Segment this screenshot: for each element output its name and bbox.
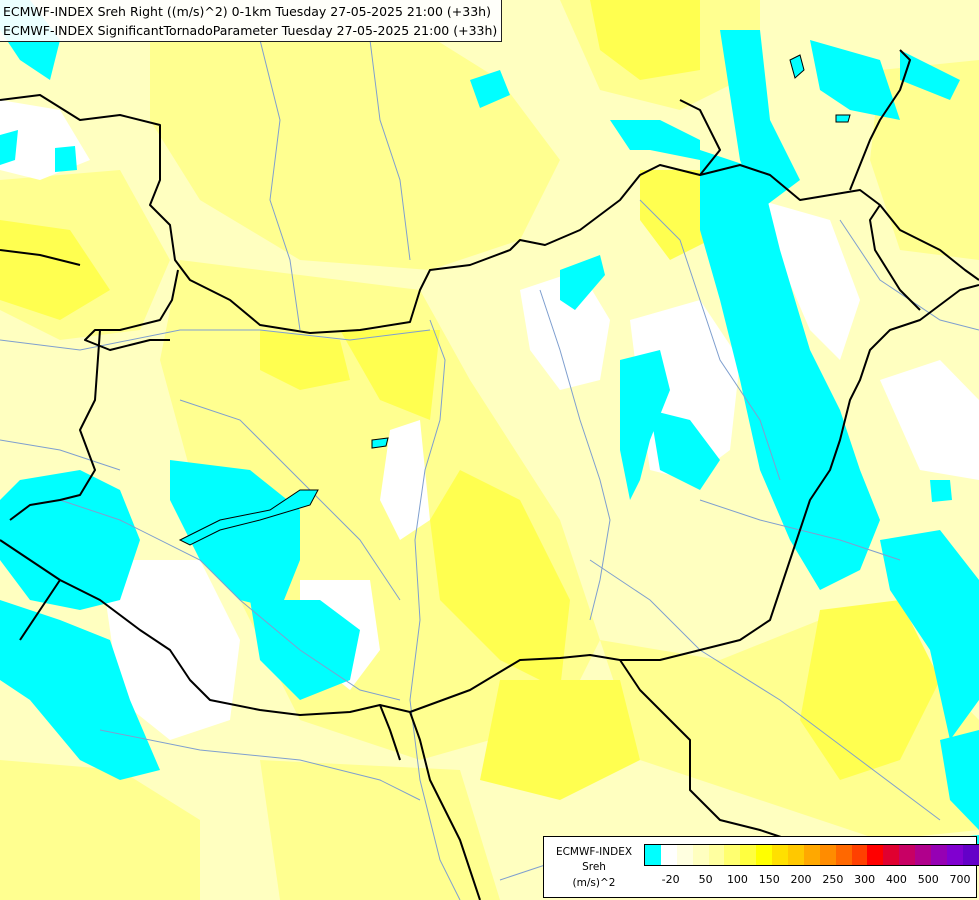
legend-tick-label: 300 xyxy=(854,873,876,886)
legend-variable-label: Sreh xyxy=(582,861,606,873)
legend-tick-label: 500 xyxy=(917,873,939,886)
legend-tick-label: 200 xyxy=(790,873,812,886)
legend-swatch xyxy=(867,845,884,865)
country-borders xyxy=(0,49,979,900)
map-title: ECMWF-INDEX Sreh Right ((m/s)^2) 0-1km T… xyxy=(0,0,503,42)
legend-swatch xyxy=(772,845,789,865)
legend-swatch xyxy=(788,845,804,865)
legend-swatch xyxy=(915,845,932,865)
legend-swatch xyxy=(899,845,916,865)
legend-tick-labels: -20 50 100 150 200 250 300 400 500 700 xyxy=(644,873,974,887)
legend-swatch xyxy=(819,845,836,865)
lakes xyxy=(178,54,851,546)
color-legend: ECMWF-INDEX Sreh (m/s)^2 -20 50 100 150 200 2… xyxy=(543,836,979,898)
legend-source-label: ECMWF-INDEX xyxy=(555,846,633,858)
legend-swatch xyxy=(724,845,741,865)
legend-swatch xyxy=(851,845,868,865)
legend-color-scale xyxy=(644,844,979,866)
title-line-1: ECMWF-INDEX Sreh Right ((m/s)^2) 0-1km T… xyxy=(3,4,491,19)
legend-tick-label: 50 xyxy=(698,873,713,886)
legend-swatch xyxy=(692,845,709,865)
legend-swatch xyxy=(645,845,661,865)
legend-swatch xyxy=(883,845,900,865)
title-line-2: ECMWF-INDEX SignificantTornadoParameter … xyxy=(3,23,498,38)
legend-unit-label: (m/s)^2 xyxy=(572,877,616,889)
legend-swatch xyxy=(740,845,757,865)
legend-tick-label: 400 xyxy=(885,873,907,886)
legend-tick-label: 250 xyxy=(822,873,844,886)
legend-swatch xyxy=(803,845,820,865)
legend-swatch xyxy=(660,845,677,865)
legend-tick-label: -20 xyxy=(661,873,680,886)
legend-swatch xyxy=(946,845,963,865)
legend-swatch xyxy=(756,845,773,865)
legend-tick-label: 100 xyxy=(726,873,748,886)
legend-tick-label: 150 xyxy=(758,873,780,886)
legend-swatch xyxy=(708,845,725,865)
legend-swatch xyxy=(676,845,693,865)
legend-swatch xyxy=(962,845,979,865)
legend-swatch xyxy=(931,845,947,865)
yellow-zones xyxy=(0,0,940,800)
rivers xyxy=(0,39,979,900)
legend-tick-label: 700 xyxy=(949,873,971,886)
legend-swatch xyxy=(835,845,852,865)
